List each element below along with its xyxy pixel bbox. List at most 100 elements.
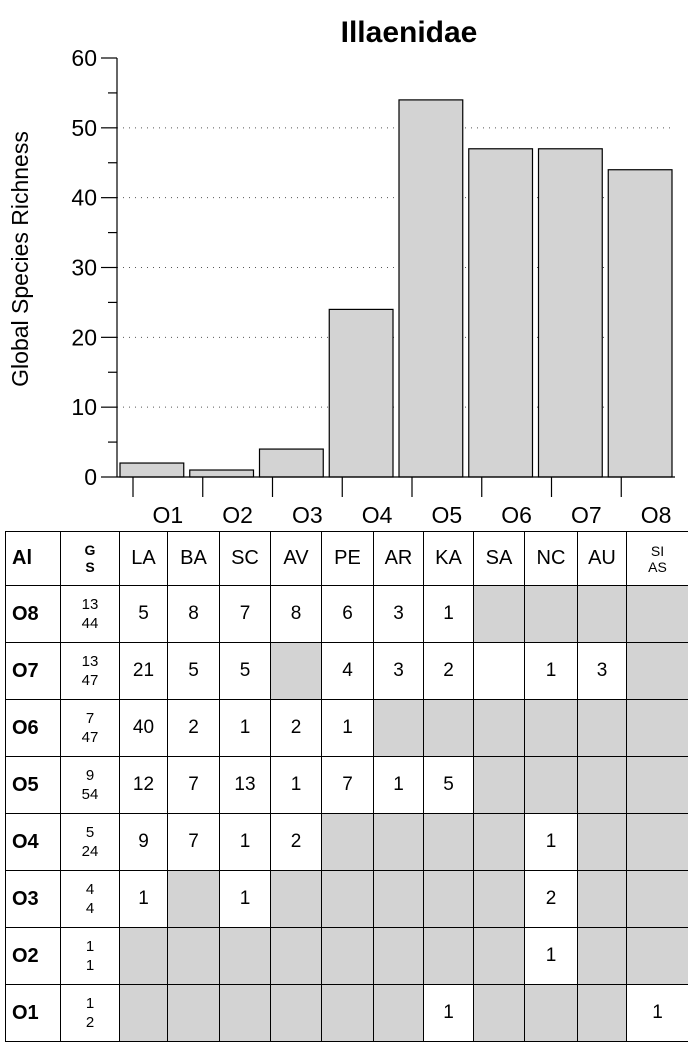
table-cell: 1 xyxy=(120,871,168,928)
species-count: 1 xyxy=(61,956,119,975)
empty-cell xyxy=(220,928,271,985)
row-label: O7 xyxy=(6,643,61,700)
empty-cell xyxy=(374,871,424,928)
empty-cell xyxy=(220,985,271,1042)
column-header-la: LA xyxy=(120,532,168,586)
gs-header-g: G xyxy=(61,542,119,559)
species-count: 2 xyxy=(61,1013,119,1032)
y-tick-label: 60 xyxy=(71,45,97,71)
table-cell: 2 xyxy=(424,643,474,700)
empty-cell xyxy=(322,985,374,1042)
empty-cell xyxy=(627,871,688,928)
y-tick-label: 30 xyxy=(71,255,97,281)
species-count: 47 xyxy=(61,671,119,690)
column-header-av: AV xyxy=(271,532,322,586)
row-label: O4 xyxy=(6,814,61,871)
empty-cell xyxy=(120,985,168,1042)
table-cell: 21 xyxy=(120,643,168,700)
table-cell: 1 xyxy=(322,700,374,757)
empty-cell xyxy=(374,928,424,985)
empty-cell xyxy=(424,871,474,928)
table-cell: 7 xyxy=(220,586,271,643)
table-cell: 1 xyxy=(525,814,578,871)
table-cell: 3 xyxy=(374,643,424,700)
empty-cell xyxy=(168,985,220,1042)
table-cell: 1 xyxy=(374,757,424,814)
empty-cell xyxy=(322,871,374,928)
x-tick-label-O7: O7 xyxy=(571,502,602,528)
empty-cell xyxy=(578,871,627,928)
empty-cell xyxy=(120,928,168,985)
species-count: 44 xyxy=(61,614,119,633)
y-tick-label: 40 xyxy=(71,185,97,211)
column-header-part: AS xyxy=(627,559,688,575)
row-label: O3 xyxy=(6,871,61,928)
table-cell: 9 xyxy=(120,814,168,871)
empty-cell xyxy=(578,814,627,871)
column-header-nc: NC xyxy=(525,532,578,586)
empty-cell xyxy=(578,700,627,757)
empty-cell xyxy=(627,643,688,700)
empty-cell xyxy=(474,871,525,928)
empty-cell xyxy=(271,643,322,700)
column-header-sa: SA xyxy=(474,532,525,586)
table-cell: 5 xyxy=(424,757,474,814)
table-cell: 8 xyxy=(271,586,322,643)
table-cell: 1 xyxy=(220,814,271,871)
empty-cell xyxy=(322,928,374,985)
empty-cell xyxy=(627,757,688,814)
row-label: O2 xyxy=(6,928,61,985)
bar-O2 xyxy=(190,470,254,477)
empty-cell xyxy=(322,814,374,871)
empty-cell xyxy=(474,814,525,871)
species-count: 54 xyxy=(61,785,119,804)
empty-cell xyxy=(424,928,474,985)
empty-cell xyxy=(578,985,627,1042)
empty-cell xyxy=(525,586,578,643)
column-header-ar: AR xyxy=(374,532,424,586)
empty-cell xyxy=(627,700,688,757)
table-cell: 1 xyxy=(220,700,271,757)
table-cell: 1 xyxy=(271,757,322,814)
empty-cell xyxy=(424,814,474,871)
empty-cell xyxy=(474,928,525,985)
corner-header: Al xyxy=(6,532,61,586)
bars xyxy=(120,100,672,477)
empty-cell xyxy=(525,757,578,814)
table-cell: 7 xyxy=(322,757,374,814)
table-cell: 6 xyxy=(322,586,374,643)
empty-cell xyxy=(627,814,688,871)
species-count: 4 xyxy=(61,899,119,918)
empty-cell xyxy=(424,700,474,757)
empty-cell xyxy=(271,985,322,1042)
empty-cell xyxy=(474,985,525,1042)
table-cell: 40 xyxy=(120,700,168,757)
empty-cell xyxy=(578,586,627,643)
row-label: O5 xyxy=(6,757,61,814)
empty-cell xyxy=(271,871,322,928)
genus-count: 9 xyxy=(61,766,119,785)
column-header-pe: PE xyxy=(322,532,374,586)
genus-count: 1 xyxy=(61,937,119,956)
genus-count: 4 xyxy=(61,880,119,899)
x-tick-label-O1: O1 xyxy=(153,502,184,528)
species-count: 47 xyxy=(61,728,119,747)
gs-header-s: S xyxy=(61,559,119,576)
table-cell: 1 xyxy=(424,586,474,643)
empty-cell xyxy=(168,928,220,985)
bar-O3 xyxy=(260,449,324,477)
bar-O5 xyxy=(399,100,463,477)
column-header-part: SI xyxy=(627,543,688,559)
column-header-ka: KA xyxy=(424,532,474,586)
row-label: O1 xyxy=(6,985,61,1042)
table-cell: 2 xyxy=(271,700,322,757)
